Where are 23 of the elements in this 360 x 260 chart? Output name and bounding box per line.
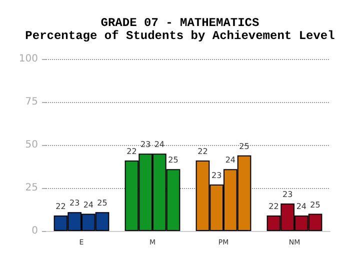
series-label: 24 — [83, 200, 94, 210]
text: 23 — [211, 171, 222, 180]
series-label: 25 — [97, 198, 108, 208]
text: 22 — [126, 146, 137, 156]
y-tick-label: 100 — [18, 54, 38, 64]
y-tick-label: 50 — [25, 140, 38, 150]
text: 22 — [198, 146, 208, 156]
text: 24 — [296, 202, 307, 212]
y-tick-label: 25 — [25, 182, 38, 194]
text: 24 — [225, 156, 236, 165]
text: 25 — [168, 156, 178, 165]
series-label: 23 — [69, 198, 80, 208]
text: 25 — [239, 142, 250, 151]
y-tick-label: 0 — [32, 226, 38, 236]
text: 23 — [282, 190, 293, 199]
chart-title: GRADE 07 - MATHEMATICS — [100, 16, 260, 30]
text: 24 — [154, 140, 165, 150]
text: 25 — [310, 200, 320, 210]
series-label: 22 — [56, 202, 66, 212]
y-tick-label: 75 — [25, 96, 38, 108]
text: 23 — [140, 140, 151, 150]
text: 22 — [268, 202, 279, 212]
chart-subtitle: Percentage of Students by Achievement Level — [25, 29, 335, 43]
